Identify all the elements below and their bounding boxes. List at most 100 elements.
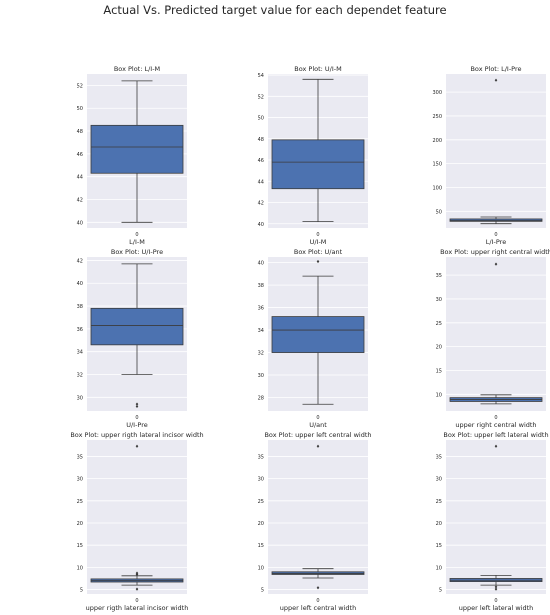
y-tick-label: 50 (258, 116, 264, 122)
y-tick-label: 35 (436, 454, 442, 460)
y-tick-label: 10 (258, 565, 264, 571)
y-tick-label: 36 (77, 327, 83, 333)
y-tick-label: 50 (436, 209, 442, 215)
y-tick-label: 25 (436, 499, 442, 505)
x-tick-label: 0 (135, 415, 138, 421)
y-tick-label: 54 (258, 73, 264, 79)
plot-area (87, 440, 187, 594)
subplot-3: 50 100 150 200 250 300 Box Plot: L/I-Pre 0L/I-P… (432, 65, 546, 246)
y-tick-label: 35 (436, 273, 442, 279)
y-tick-label: 48 (77, 129, 83, 135)
y-tick-label: 25 (77, 499, 83, 505)
y-tick-label: 5 (80, 588, 83, 594)
subplot-title: Box Plot: upper right central width (440, 248, 550, 256)
y-tick-label: 20 (436, 521, 442, 527)
x-axis-label: upper left central width (280, 604, 356, 612)
subplot-4: 30 32 34 36 38 40 42 Box Plot: U/I-Pre 0U/I-Pre (77, 248, 187, 429)
y-tick-label: 28 (258, 396, 264, 402)
x-tick-label: 0 (494, 415, 497, 421)
y-tick-label: 52 (77, 83, 83, 89)
plot-area (446, 440, 546, 594)
subplot-1: 40 42 44 46 48 50 52 Box Plot: L/I-M 0L/I-M (77, 65, 187, 246)
subplot-title: Box Plot: U/I-M (294, 65, 341, 73)
y-tick-label: 30 (258, 373, 264, 379)
y-tick-label: 40 (258, 222, 264, 228)
plot-area (446, 257, 546, 411)
y-tick-label: 30 (77, 395, 83, 401)
y-tick-label: 100 (432, 185, 442, 191)
figure-title: Actual Vs. Predicted target value for ea… (103, 3, 447, 17)
y-tick-label: 300 (432, 90, 442, 96)
subplot-9: 5 10 15 20 25 30 35 Box Plot: upper left latera… (436, 431, 549, 612)
y-tick-label: 200 (432, 138, 442, 144)
outlier-point (316, 259, 320, 264)
y-tick-label: 5 (261, 588, 264, 594)
y-tick-label: 38 (77, 304, 83, 310)
x-axis-label: U/I-Pre (126, 421, 148, 429)
y-tick-label: 34 (77, 350, 83, 356)
subplot-2: 40 42 44 46 48 50 52 54 Box Plot: U/I-M 0U/I-M (258, 65, 368, 246)
subplot-title: Box Plot: L/I-Pre (470, 65, 521, 73)
y-tick-label: 48 (258, 137, 264, 143)
x-tick-label: 0 (135, 232, 138, 238)
y-tick-label: 10 (77, 565, 83, 571)
y-tick-label: 42 (258, 201, 264, 207)
subplot-title: Box Plot: upper left central width (264, 431, 371, 439)
x-axis-label: upper rigth lateral incisor width (86, 604, 189, 612)
y-tick-label: 5 (439, 588, 442, 594)
y-tick-label: 250 (432, 114, 442, 120)
x-axis-label: U/I-M (310, 238, 327, 246)
x-axis-label: upper left lateral width (459, 604, 533, 612)
subplot-title: Box Plot: L/I-M (114, 65, 160, 73)
x-axis-label: U/ant (309, 421, 327, 429)
outlier-point (135, 402, 139, 406)
y-tick-label: 34 (258, 328, 264, 334)
y-tick-label: 44 (258, 179, 264, 185)
y-tick-label: 46 (77, 152, 83, 158)
subplot-5: 28 30 32 34 36 38 40 Box Plot: U/ant 0U/ant (258, 248, 368, 429)
plot-area (446, 74, 546, 228)
x-tick-label: 0 (135, 598, 138, 604)
y-tick-label: 42 (77, 258, 83, 264)
outlier-point (316, 586, 320, 590)
y-tick-label: 40 (77, 281, 83, 287)
box-iqr (271, 139, 365, 190)
y-tick-label: 50 (77, 106, 83, 112)
box-iqr (90, 307, 184, 346)
y-tick-label: 40 (77, 220, 83, 226)
y-tick-label: 20 (77, 521, 83, 527)
outlier-point (494, 444, 498, 448)
y-tick-label: 35 (77, 454, 83, 460)
outlier-point (494, 78, 498, 82)
y-tick-label: 32 (258, 351, 264, 357)
y-tick-label: 15 (436, 543, 442, 549)
y-tick-label: 52 (258, 94, 264, 100)
y-tick-label: 30 (258, 477, 264, 483)
box-iqr (90, 124, 184, 174)
outlier-point (494, 587, 498, 591)
y-tick-label: 25 (436, 321, 442, 327)
y-tick-label: 30 (436, 477, 442, 483)
subplot-7: 5 10 15 20 25 30 35 Box Plot: upper rigth later… (70, 431, 203, 612)
y-tick-label: 42 (77, 197, 83, 203)
y-tick-label: 150 (432, 162, 442, 168)
y-tick-label: 10 (436, 392, 442, 398)
x-axis-label: L/I-M (129, 238, 145, 246)
subplot-title: Box Plot: upper rigth lateral incisor wi… (70, 431, 203, 439)
x-tick-label: 0 (316, 598, 319, 604)
subplot-title: Box Plot: upper left lateral width (443, 431, 548, 439)
x-axis-label: L/I-Pre (486, 238, 506, 246)
x-tick-label: 0 (494, 598, 497, 604)
y-tick-label: 15 (77, 543, 83, 549)
y-tick-label: 15 (436, 368, 442, 374)
y-tick-label: 44 (77, 175, 83, 181)
outlier-point (316, 444, 320, 448)
outlier-point (135, 572, 139, 577)
outlier-point (494, 585, 498, 589)
box-iqr (271, 571, 365, 575)
outlier-point (135, 404, 139, 409)
subplot-title: Box Plot: U/I-Pre (111, 248, 163, 256)
y-tick-label: 20 (436, 345, 442, 351)
x-axis-label: upper right central width (455, 421, 536, 429)
